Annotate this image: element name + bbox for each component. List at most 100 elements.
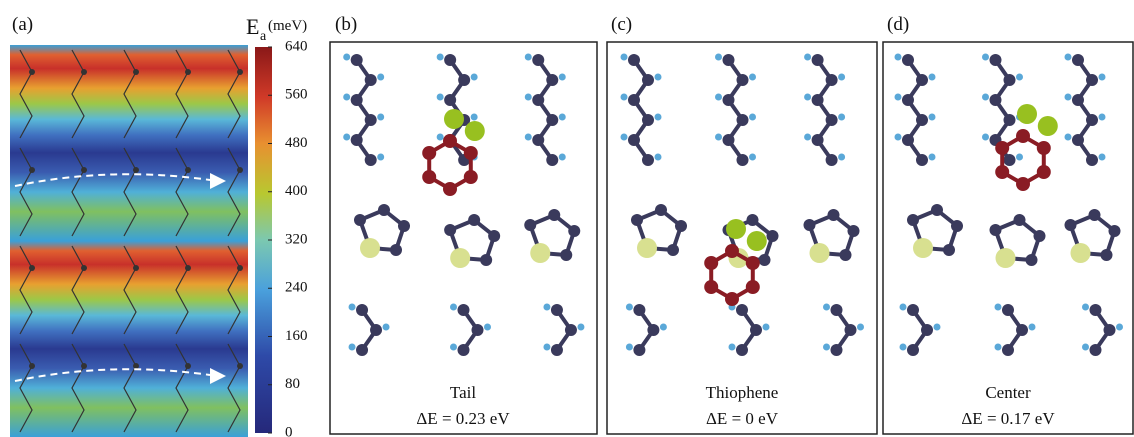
hydrogen: [437, 94, 444, 101]
carbon: [1002, 344, 1014, 356]
hydrogen: [450, 344, 457, 351]
carbon: [488, 230, 500, 242]
carbon: [723, 54, 735, 66]
carbon: [907, 344, 919, 356]
hydrogen: [471, 74, 478, 81]
carbon: [365, 154, 377, 166]
carbon: [1014, 214, 1026, 226]
hydrogen: [1082, 344, 1089, 351]
fluorine: [747, 231, 767, 251]
carbon: [365, 74, 377, 86]
hydrogen: [525, 94, 532, 101]
carbon: [848, 225, 860, 237]
carbon: [642, 74, 654, 86]
hydrogen: [838, 154, 845, 161]
carbon: [804, 219, 816, 231]
sulfur: [360, 238, 380, 258]
carbon: [845, 324, 857, 336]
atom: [133, 363, 139, 369]
molecule-view: [895, 54, 1124, 357]
carbon: [1086, 114, 1098, 126]
carbon: [1034, 230, 1046, 242]
carbon: [747, 214, 759, 226]
carbon: [633, 304, 645, 316]
hydrogen: [377, 74, 384, 81]
panel-frame: [330, 42, 597, 434]
sulfur: [810, 243, 830, 263]
hydrogen: [543, 304, 550, 311]
carbon: [812, 94, 824, 106]
panel-frame: [607, 42, 877, 434]
carbon: [828, 209, 840, 221]
atom: [185, 265, 191, 271]
carbon: [390, 244, 402, 256]
hydrogen: [559, 114, 566, 121]
carbon: [560, 249, 572, 261]
hydrogen: [895, 54, 902, 61]
carbon: [907, 214, 919, 226]
hydrogen: [577, 324, 584, 331]
fluorine: [444, 109, 464, 129]
hydrogen: [995, 344, 1002, 351]
atom: [237, 69, 243, 75]
carbon: [351, 134, 363, 146]
carbon: [1004, 74, 1016, 86]
fluorine: [1038, 116, 1058, 136]
atom: [29, 69, 35, 75]
carbon: [812, 134, 824, 146]
carbon: [546, 74, 558, 86]
carbon: [565, 324, 577, 336]
hydrogen: [655, 154, 662, 161]
hydrogen: [857, 324, 864, 331]
atom: [995, 165, 1009, 179]
carbon: [902, 54, 914, 66]
hydrogen: [383, 324, 390, 331]
atom: [133, 265, 139, 271]
carbon: [1002, 304, 1014, 316]
carbon: [826, 154, 838, 166]
hydrogen: [655, 74, 662, 81]
carbon: [444, 224, 456, 236]
carbon: [354, 214, 366, 226]
atom: [1016, 177, 1030, 191]
hydrogen: [343, 134, 350, 141]
hydrogen: [749, 114, 756, 121]
carbon: [943, 244, 955, 256]
hydrogen: [749, 74, 756, 81]
carbon: [951, 220, 963, 232]
sulfur: [1071, 243, 1091, 263]
hydrogen: [900, 304, 907, 311]
hydrogen: [437, 54, 444, 61]
sulfur: [450, 248, 470, 268]
hydrogen: [934, 324, 941, 331]
hydrogen: [982, 54, 989, 61]
tick-label: 400: [285, 183, 308, 199]
carbon: [737, 114, 749, 126]
carbon: [907, 304, 919, 316]
energy: ΔE = 0.17 eV: [961, 409, 1055, 428]
hydrogen: [1099, 114, 1106, 121]
panel-label: (b): [335, 14, 357, 35]
hydrogen: [995, 304, 1002, 311]
atom: [422, 170, 436, 184]
colorbar-symbol: E: [246, 14, 259, 39]
carbon: [902, 94, 914, 106]
carbon: [398, 220, 410, 232]
tick-label: 480: [285, 135, 308, 151]
carbon: [458, 304, 470, 316]
carbon: [551, 344, 563, 356]
carbon: [1065, 219, 1077, 231]
molecule-view: [343, 54, 584, 357]
carbon: [990, 94, 1002, 106]
hydrogen: [929, 74, 936, 81]
caption: Tail: [450, 383, 476, 402]
carbon: [444, 94, 456, 106]
tick-label: 80: [285, 376, 300, 392]
hydrogen: [804, 54, 811, 61]
hydrogen: [450, 304, 457, 311]
tick-label: 560: [285, 87, 308, 103]
caption: Thiophene: [706, 383, 779, 402]
hydrogen: [1116, 324, 1123, 331]
carbon: [480, 254, 492, 266]
atom: [1037, 141, 1051, 155]
